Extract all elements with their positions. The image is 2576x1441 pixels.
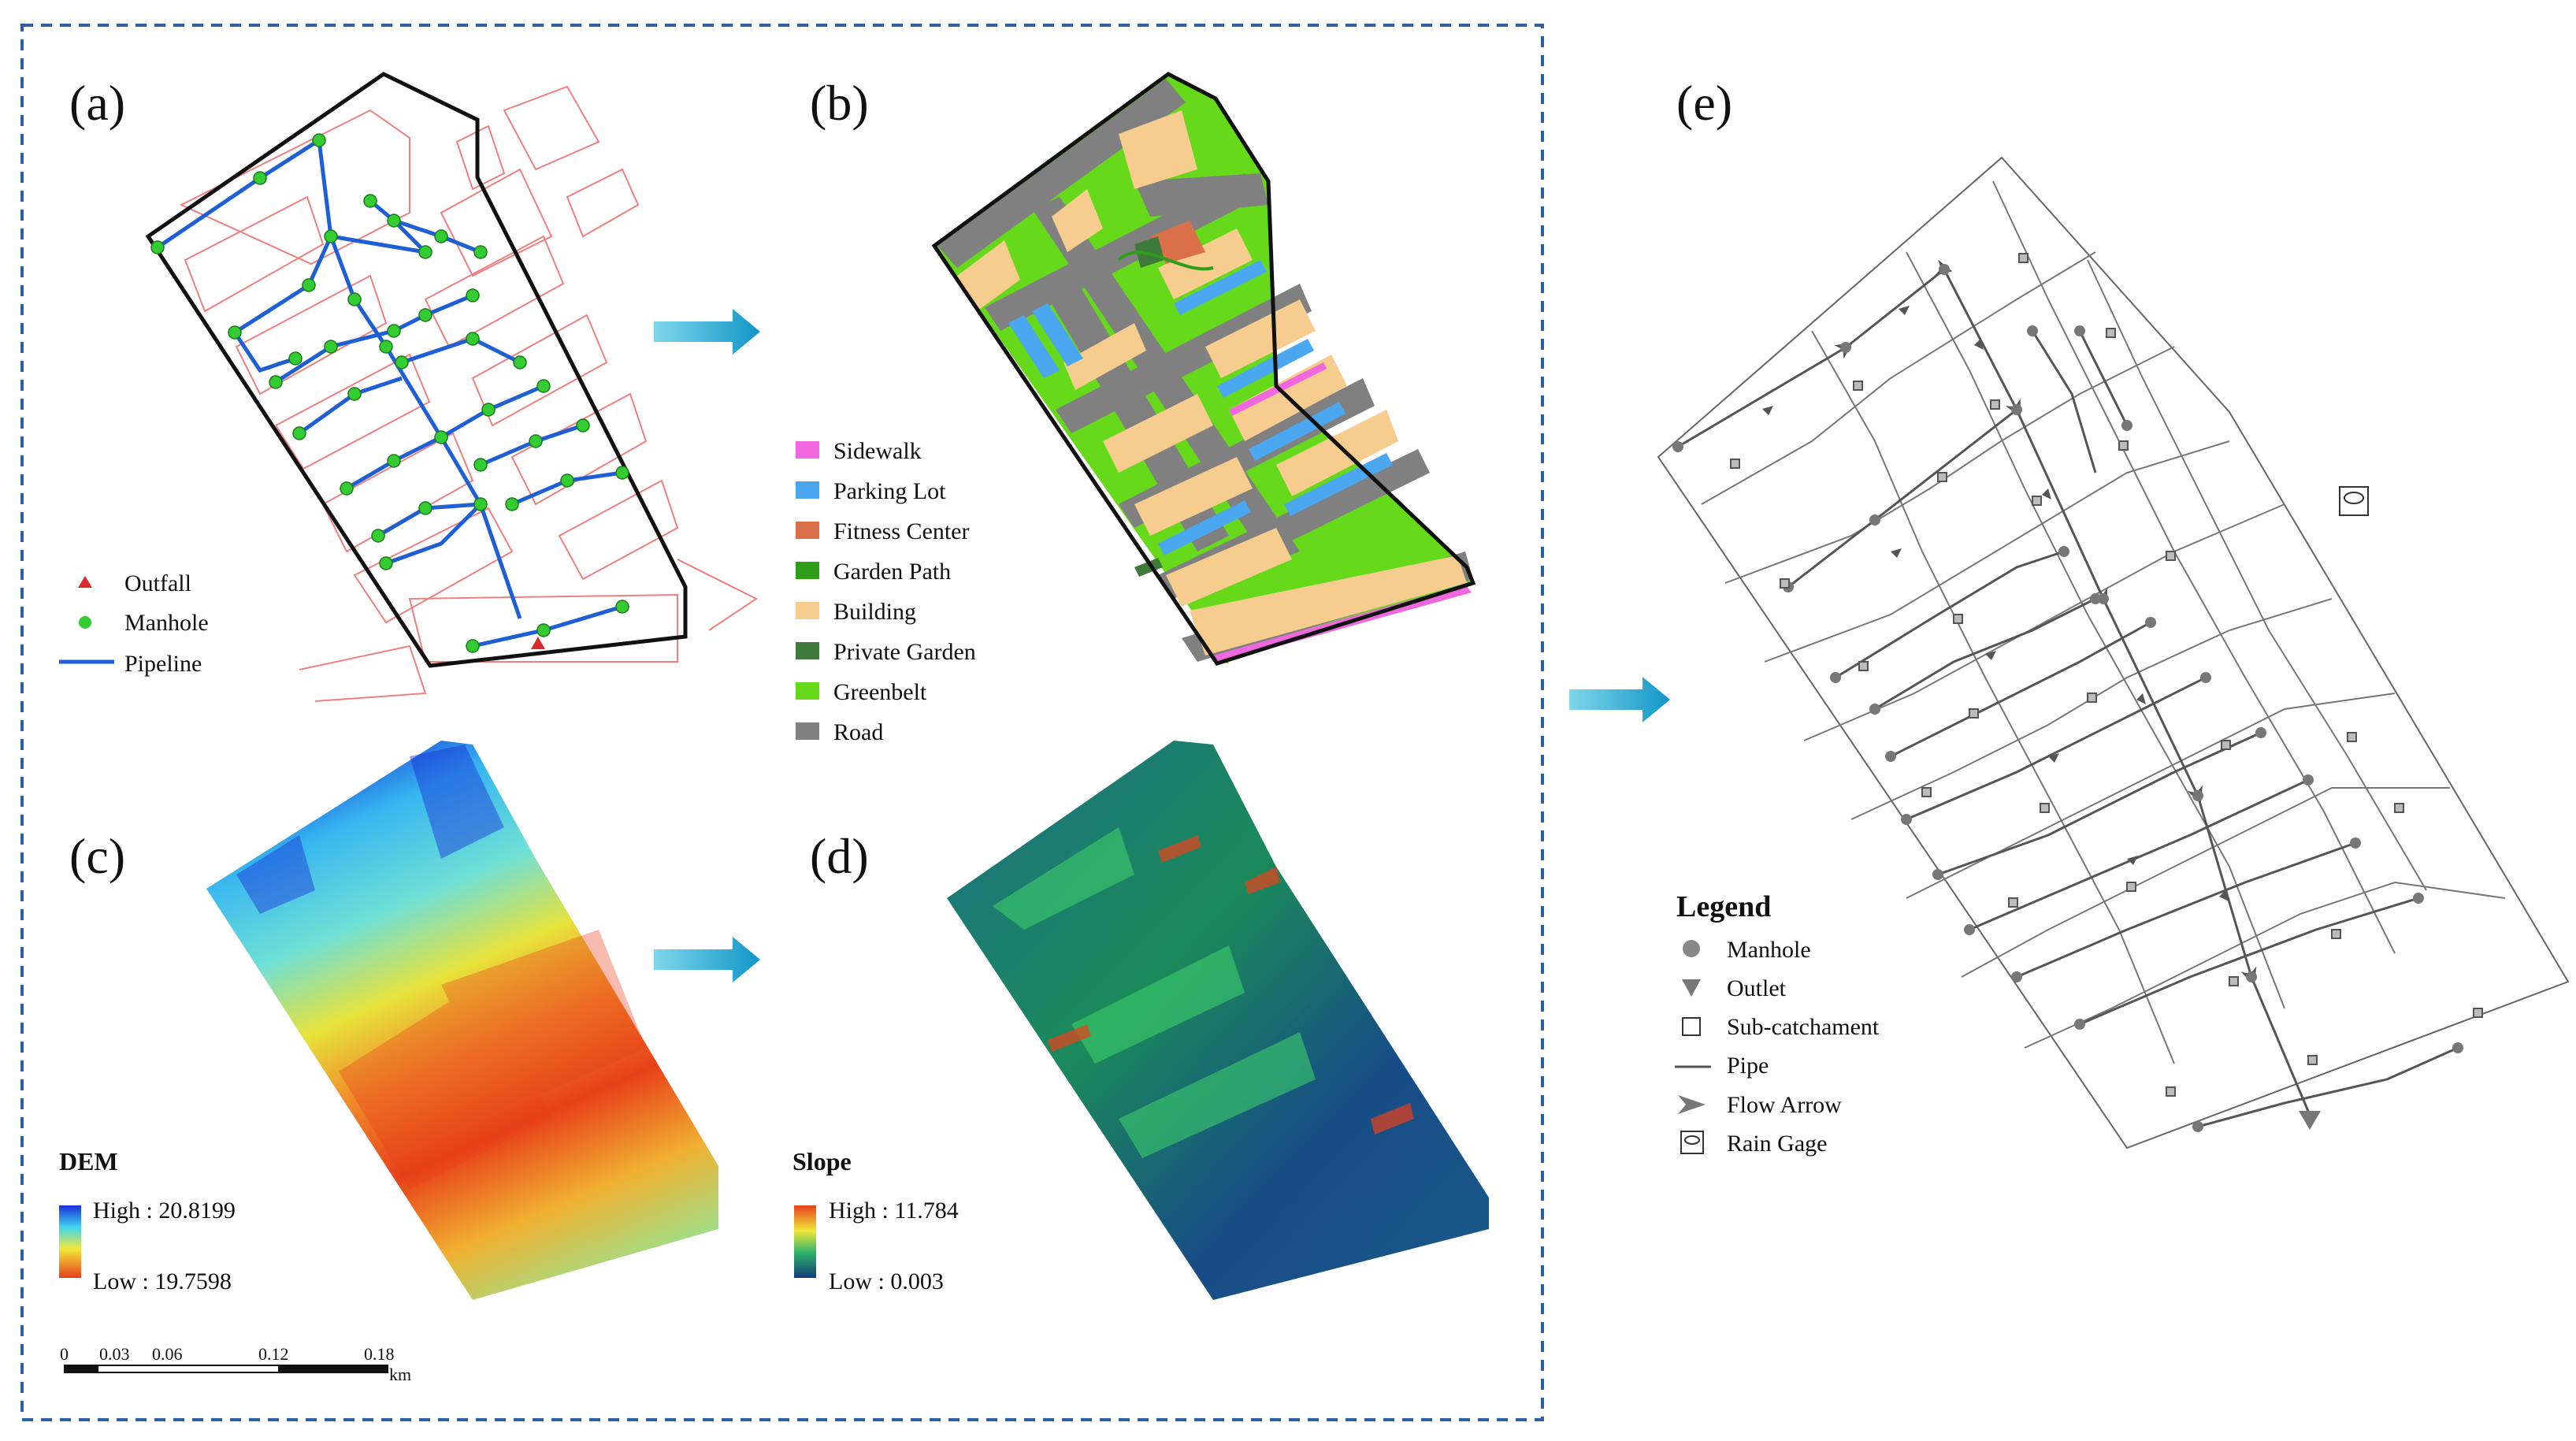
slope-legend-title: Slope bbox=[792, 1147, 852, 1175]
scale-bar-tick-0: 0 bbox=[60, 1344, 69, 1364]
rain-gage-box bbox=[2339, 486, 2369, 516]
dem-legend-title: DEM bbox=[59, 1147, 118, 1175]
swmm-boundary bbox=[1657, 156, 2570, 1149]
dem-legend-ramp bbox=[59, 1205, 81, 1278]
legend-b-sidewalk-label: Sidewalk bbox=[833, 438, 922, 464]
legend-e-raingage-cloud bbox=[1684, 1135, 1700, 1145]
landuse-boundary bbox=[931, 72, 1476, 666]
panel-e: (e) bbox=[1657, 75, 2570, 1157]
legend-b-fitness-swatch bbox=[796, 522, 819, 539]
scale-bar-tick-3: 0.12 bbox=[258, 1344, 289, 1364]
legend-b-gardenpath-label: Garden Path bbox=[833, 559, 951, 585]
dem-raster bbox=[206, 741, 718, 1300]
scale-bar-unit: km bbox=[389, 1365, 411, 1384]
legend-e-outlet-symbol bbox=[1682, 979, 1701, 997]
legend-b: Sidewalk Parking Lot Fitness Center Gard… bbox=[796, 438, 976, 745]
dem-texture bbox=[339, 930, 646, 1190]
legend-manhole-label: Manhole bbox=[124, 610, 209, 636]
scale-bar-seg-1 bbox=[65, 1365, 98, 1372]
scale-bar-seg-3 bbox=[278, 1365, 388, 1372]
legend-e-manhole-symbol bbox=[1683, 940, 1700, 957]
dem-legend-high: High : 20.8199 bbox=[93, 1198, 236, 1224]
panel-a: (a) bbox=[59, 72, 758, 702]
outfall-marker bbox=[531, 637, 545, 649]
rain-gage-cloud bbox=[2344, 492, 2364, 504]
basemap bbox=[179, 85, 758, 702]
legend-e-manhole-label: Manhole bbox=[1727, 937, 1811, 963]
parking-lots bbox=[1008, 260, 1393, 555]
rain-gage bbox=[2339, 486, 2369, 516]
legend-e-flow-symbol bbox=[1678, 1095, 1706, 1114]
legend-b-parking-swatch bbox=[796, 481, 819, 499]
legend-b-greenbelt-label: Greenbelt bbox=[833, 679, 927, 705]
slope-legend-ramp bbox=[794, 1205, 816, 1278]
legend-e-subcatchment-symbol bbox=[1682, 1017, 1701, 1036]
slope-hotspots bbox=[1048, 835, 1414, 1135]
arrow-a-to-b bbox=[654, 309, 760, 355]
panel-c: (c) DEM High : 20.8199 Low : 19.7598 0 0… bbox=[59, 741, 718, 1384]
panel-e-label: (e) bbox=[1676, 75, 1732, 131]
scale-bar-tick-1: 0.03 bbox=[99, 1344, 130, 1364]
legend-outfall-label: Outfall bbox=[124, 570, 191, 596]
legend-e-raingage-symbol bbox=[1680, 1131, 1704, 1154]
legend-b-fitness-label: Fitness Center bbox=[833, 518, 970, 544]
legend-e-outlet-label: Outlet bbox=[1727, 975, 1787, 1001]
legend-b-gardenpath-swatch bbox=[796, 562, 819, 579]
slope-raster bbox=[947, 741, 1489, 1300]
legend-b-road-swatch bbox=[796, 722, 819, 740]
legend-b-parking-label: Parking Lot bbox=[833, 478, 946, 504]
legend-a: Outfall Manhole Pipeline bbox=[59, 570, 209, 677]
legend-b-privategarden-swatch bbox=[796, 642, 819, 659]
slope-legend-low: Low : 0.003 bbox=[829, 1268, 944, 1294]
legend-outfall-symbol bbox=[78, 576, 92, 588]
scale-bar: 0 0.03 0.06 0.12 0.18 km bbox=[60, 1344, 411, 1384]
manholes bbox=[150, 133, 629, 653]
legend-e-flow-label: Flow Arrow bbox=[1727, 1092, 1842, 1118]
panel-b-label: (b) bbox=[810, 75, 869, 131]
legend-b-privategarden-label: Private Garden bbox=[833, 639, 976, 665]
flow-arrows bbox=[1762, 306, 2229, 901]
legend-e-pipe-label: Pipe bbox=[1727, 1053, 1769, 1079]
subcatchment-centroids bbox=[1730, 253, 2483, 1097]
legend-b-greenbelt-swatch bbox=[796, 682, 819, 700]
legend-pipeline-label: Pipeline bbox=[124, 651, 202, 677]
scale-bar-tick-4: 0.18 bbox=[364, 1344, 395, 1364]
pipes bbox=[1677, 259, 2459, 1128]
site-boundary bbox=[145, 72, 688, 668]
dem-texture-blue bbox=[236, 745, 504, 914]
swmm-manholes bbox=[1672, 264, 2463, 1132]
legend-b-building-swatch bbox=[796, 602, 819, 619]
legend-e-subcatchment-label: Sub-catchament bbox=[1727, 1014, 1880, 1040]
private-gardens bbox=[1134, 236, 1164, 577]
slope-legend-high: High : 11.784 bbox=[829, 1198, 959, 1224]
legend-b-building-label: Building bbox=[833, 599, 916, 625]
swmm-outlet bbox=[2299, 1111, 2321, 1130]
fitness-center bbox=[1150, 221, 1205, 264]
panel-b: (b) bbox=[796, 72, 1476, 745]
dem-legend-low: Low : 19.7598 bbox=[93, 1268, 232, 1294]
legend-b-sidewalk-swatch bbox=[796, 441, 819, 459]
legend-b-road-label: Road bbox=[833, 719, 883, 745]
panel-d-label: (d) bbox=[810, 828, 869, 884]
scale-bar-tick-2: 0.06 bbox=[152, 1344, 183, 1364]
legend-manhole-symbol bbox=[79, 616, 91, 629]
garden-path bbox=[1117, 251, 1214, 271]
arrow-c-to-d bbox=[654, 937, 760, 982]
panels-frame bbox=[20, 24, 1544, 1421]
panel-c-label: (c) bbox=[69, 828, 125, 884]
panel-a-label: (a) bbox=[69, 75, 125, 131]
panel-d: (d) Slope High : 11.784 Low : 0.003 bbox=[792, 741, 1489, 1300]
legend-e-title: Legend bbox=[1676, 890, 1771, 923]
slope-texture bbox=[993, 827, 1316, 1158]
legend-e: Legend Manhole Outlet Sub-catchament Pip… bbox=[1675, 890, 1880, 1157]
arrow-to-e bbox=[1569, 677, 1670, 722]
legend-e-raingage-label: Rain Gage bbox=[1727, 1131, 1827, 1157]
